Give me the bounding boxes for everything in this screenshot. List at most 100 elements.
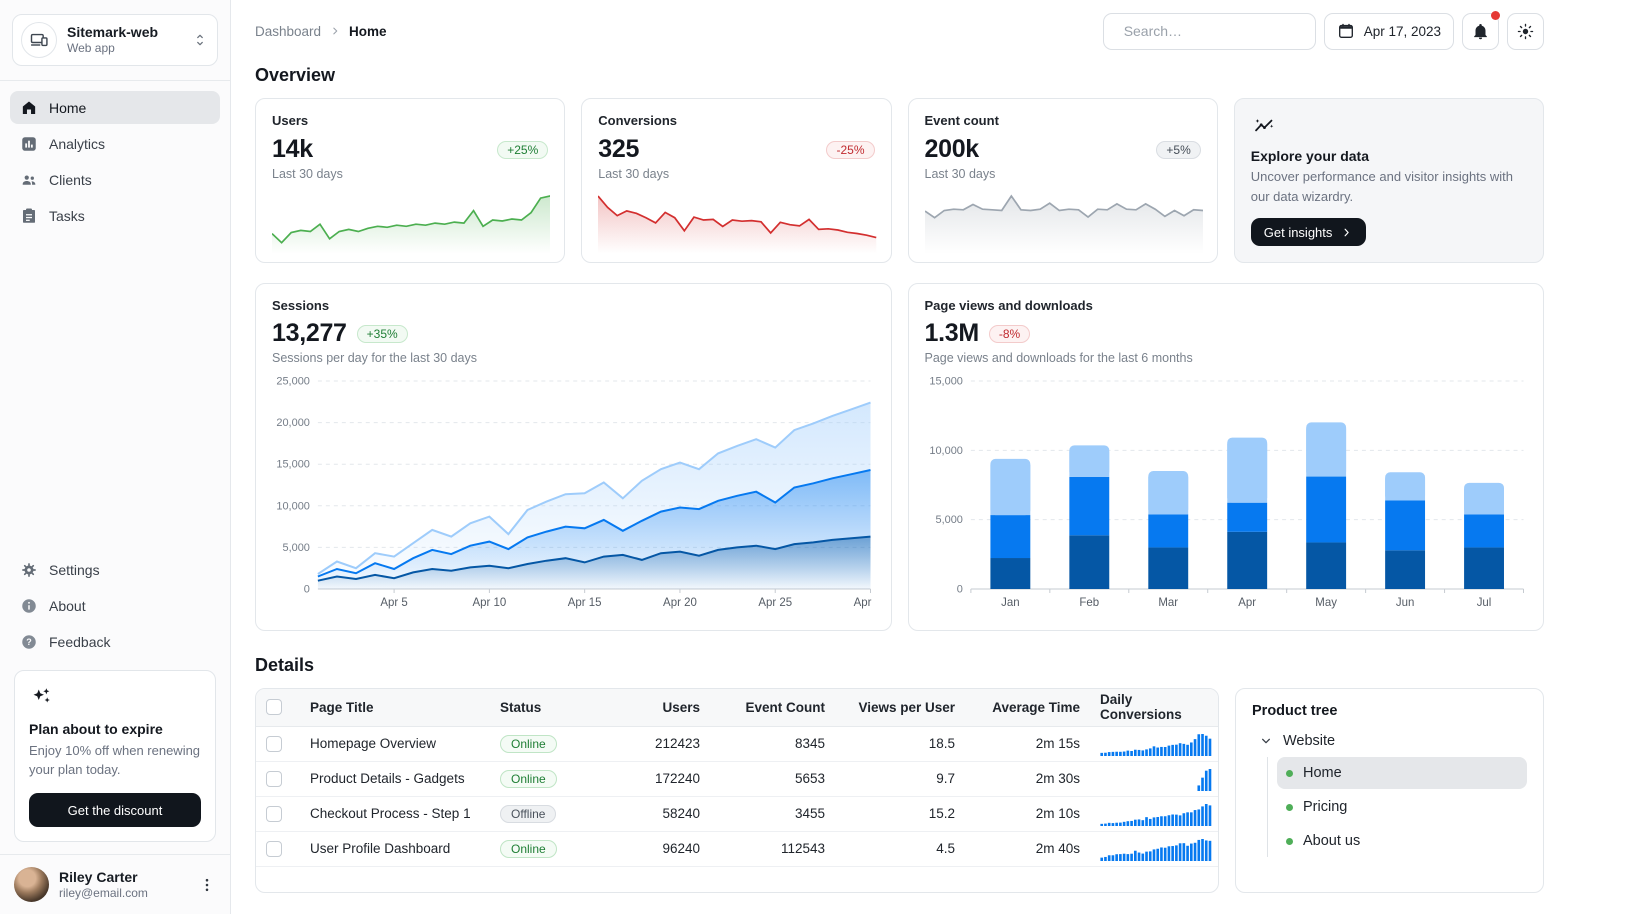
tree-item-pricing[interactable]: Pricing bbox=[1277, 791, 1527, 823]
sidebar-item-tasks[interactable]: Tasks bbox=[10, 199, 220, 232]
select-all-checkbox[interactable] bbox=[266, 699, 282, 716]
chart-value: 13,277 bbox=[272, 319, 347, 347]
more-vert-icon[interactable] bbox=[198, 876, 216, 894]
sidebar-item-feedback[interactable]: ? Feedback bbox=[10, 625, 220, 658]
cell-average-time: 2m 30s bbox=[965, 761, 1090, 797]
svg-text:?: ? bbox=[26, 637, 32, 647]
cell-average-time: 2m 40s bbox=[965, 831, 1090, 867]
sidebar-item-label: Analytics bbox=[49, 135, 106, 152]
col-event-count[interactable]: Event Count bbox=[710, 689, 835, 727]
chevron-down-icon bbox=[1262, 738, 1270, 744]
svg-text:Jan: Jan bbox=[1001, 597, 1019, 609]
workspace-name: Sitemark-web bbox=[67, 23, 159, 40]
col-average-time[interactable]: Average Time bbox=[965, 689, 1090, 727]
stat-card-event-count[interactable]: Event count 200k +5% Last 30 days bbox=[907, 98, 1218, 263]
avatar bbox=[14, 867, 49, 902]
chevron-right-icon bbox=[1344, 228, 1350, 237]
plan-expire-card: Plan about to expire Enjoy 10% off when … bbox=[14, 670, 216, 842]
notifications-button[interactable] bbox=[1462, 10, 1500, 50]
sidebar-item-analytics[interactable]: Analytics bbox=[10, 127, 220, 160]
sidebar: Sitemark-web Web app Home Analytics Clie… bbox=[0, 0, 231, 914]
plan-card-title: Plan about to expire bbox=[29, 721, 163, 738]
sparkline-event-count bbox=[924, 190, 1203, 254]
search-field[interactable] bbox=[1123, 23, 1305, 39]
table-header-row: Page Title Status Users Event Count View… bbox=[256, 689, 1218, 727]
theme-toggle-button[interactable] bbox=[1507, 12, 1544, 50]
sidebar-divider bbox=[0, 80, 230, 81]
cell-page-title: Homepage Overview bbox=[300, 726, 490, 762]
tree-item-website[interactable]: Website bbox=[1252, 725, 1527, 757]
chevron-right-icon bbox=[333, 27, 338, 35]
row-checkbox[interactable] bbox=[266, 770, 282, 787]
cell-page-title: User Profile Dashboard bbox=[300, 831, 490, 867]
col-users[interactable]: Users bbox=[595, 689, 710, 727]
col-status[interactable]: Status bbox=[490, 689, 595, 727]
cell-views-per-user: 9.7 bbox=[835, 761, 965, 797]
col-views-per-user[interactable]: Views per User bbox=[835, 689, 965, 727]
info-icon bbox=[22, 599, 36, 613]
sidebar-item-label: Home bbox=[49, 99, 87, 116]
get-insights-button[interactable]: Get insights bbox=[1250, 218, 1367, 246]
chart-caption: Page views and downloads for the last 6 … bbox=[924, 351, 1193, 365]
stat-card-users[interactable]: Users 14k +25% Last 30 days bbox=[255, 98, 566, 263]
sidebar-item-home[interactable]: Home bbox=[10, 91, 220, 124]
sidebar-item-clients[interactable]: Clients bbox=[10, 163, 220, 196]
header-controls: Apr 17, 2023 bbox=[1102, 10, 1544, 50]
svg-text:Apr: Apr bbox=[1238, 597, 1256, 609]
stat-value: 325 bbox=[598, 135, 640, 163]
svg-text:10,000: 10,000 bbox=[276, 500, 310, 512]
gear-icon bbox=[22, 562, 36, 577]
date-picker-button[interactable]: Apr 17, 2023 bbox=[1323, 12, 1454, 50]
tree-item-about-us[interactable]: About us bbox=[1277, 825, 1527, 857]
sun-icon bbox=[1517, 23, 1534, 39]
overview-title: Overview bbox=[255, 65, 336, 85]
stat-caption: Last 30 days bbox=[272, 167, 343, 181]
tree-bullet-icon bbox=[1286, 803, 1293, 811]
cell-page-title: Product Details - Gadgets bbox=[300, 761, 490, 797]
stat-caption: Last 30 days bbox=[924, 167, 996, 181]
cell-users: 212423 bbox=[595, 726, 710, 762]
cell-users: 172240 bbox=[595, 761, 710, 797]
stat-title: Event count bbox=[924, 113, 999, 128]
svg-text:15,000: 15,000 bbox=[929, 375, 963, 387]
date-label: Apr 17, 2023 bbox=[1363, 23, 1441, 39]
tree-item-home[interactable]: Home bbox=[1277, 757, 1527, 789]
row-checkbox[interactable] bbox=[266, 840, 282, 857]
cell-event-count: 5653 bbox=[710, 761, 835, 797]
notification-badge bbox=[1491, 10, 1500, 20]
col-daily-conversions[interactable]: Daily Conversions bbox=[1090, 689, 1218, 727]
stat-card-conversions[interactable]: Conversions 325 -25% Last 30 days bbox=[581, 98, 892, 263]
get-discount-button[interactable]: Get the discount bbox=[29, 793, 201, 827]
row-checkbox[interactable] bbox=[266, 805, 282, 822]
table-row[interactable]: Product Details - Gadgets Online 172240 565… bbox=[256, 761, 1218, 797]
cell-average-time: 2m 15s bbox=[965, 726, 1090, 762]
cell-daily-conversions bbox=[1090, 726, 1218, 762]
cell-users: 58240 bbox=[595, 796, 710, 832]
workspace-selector[interactable]: Sitemark-web Web app bbox=[12, 14, 218, 66]
table-row[interactable]: Checkout Process - Step 1 Offline 58240 345… bbox=[256, 796, 1218, 832]
sidebar-item-about[interactable]: About bbox=[10, 589, 220, 622]
stat-cards-row: Users 14k +25% Last 30 days Conversions … bbox=[255, 98, 1544, 263]
table-row[interactable]: Homepage Overview Online 212423 8345 18.5 2m … bbox=[256, 726, 1218, 762]
explore-title: Explore your data bbox=[1250, 148, 1370, 165]
chart-title: Sessions bbox=[272, 298, 330, 313]
analytics-icon bbox=[22, 136, 36, 151]
tree-bullet-icon bbox=[1286, 769, 1293, 777]
breadcrumb-dashboard[interactable]: Dashboard bbox=[255, 23, 322, 39]
svg-text:Jul: Jul bbox=[1476, 597, 1491, 609]
sparkline-users bbox=[272, 190, 551, 254]
search-input[interactable] bbox=[1102, 12, 1316, 50]
stat-delta-chip: -25% bbox=[826, 140, 875, 159]
svg-text:Feb: Feb bbox=[1079, 597, 1099, 609]
product-tree-title: Product tree bbox=[1252, 703, 1338, 719]
row-checkbox[interactable] bbox=[266, 735, 282, 752]
status-badge: Offline bbox=[500, 805, 557, 823]
status-badge: Online bbox=[500, 840, 557, 858]
svg-text:0: 0 bbox=[304, 583, 310, 595]
table-row[interactable]: User Profile Dashboard Online 96240 112543 4… bbox=[256, 831, 1218, 867]
col-page-title[interactable]: Page Title bbox=[300, 689, 490, 727]
workspace-type: Web app bbox=[67, 41, 115, 56]
svg-text:20,000: 20,000 bbox=[276, 417, 310, 429]
tree-root-label: Website bbox=[1283, 733, 1336, 749]
sidebar-item-settings[interactable]: Settings bbox=[10, 553, 220, 586]
